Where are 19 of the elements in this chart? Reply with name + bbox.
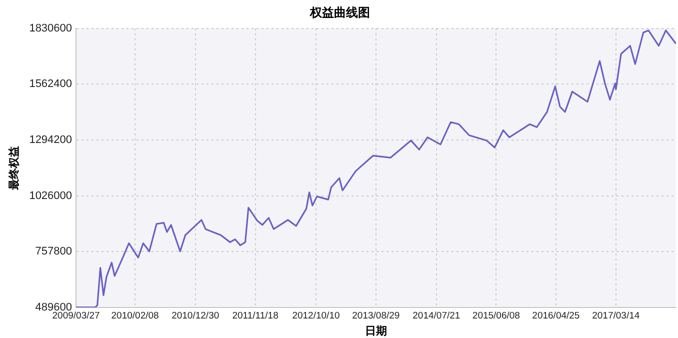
x-tick-label: 2012/10/10 xyxy=(292,310,340,322)
x-tick-label: 2010/02/08 xyxy=(111,310,159,322)
y-tick-label: 1830600 xyxy=(29,22,72,34)
y-tick-label: 1026000 xyxy=(29,190,72,202)
x-tick-label: 2016/04/25 xyxy=(532,310,580,322)
x-axis-title: 日期 xyxy=(365,324,388,338)
y-tick-label: 1294200 xyxy=(29,134,72,146)
x-tick-label: 2013/08/29 xyxy=(352,310,400,322)
x-tick-label: 2015/06/08 xyxy=(472,310,520,322)
y-tick-label: 757800 xyxy=(35,246,72,258)
x-tick-label: 2011/11/18 xyxy=(232,310,278,322)
y-tick-label: 1562400 xyxy=(29,78,72,90)
y-tick-label: 489600 xyxy=(35,301,72,314)
chart-title: 权益曲线图 xyxy=(309,6,370,20)
x-tick-label: 2017/03/14 xyxy=(592,310,640,322)
y-axis-title: 最终权益 xyxy=(8,146,21,191)
x-tick-label: 2014/07/21 xyxy=(412,310,460,322)
x-tick-label: 2010/12/30 xyxy=(172,310,220,322)
x-tick-label: 2009/03/27 xyxy=(52,310,100,322)
